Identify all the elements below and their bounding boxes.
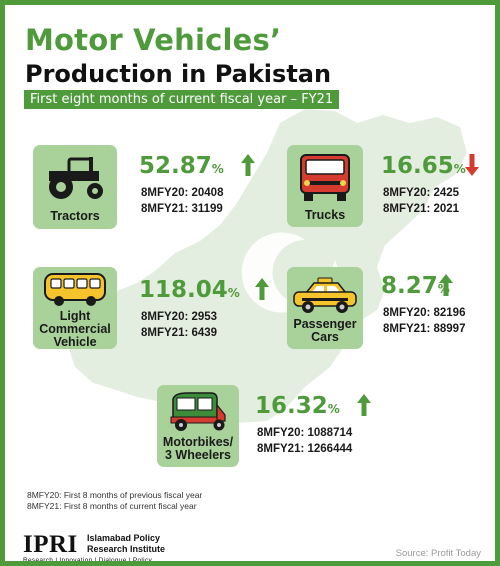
source-credit: Source: Profit Today	[395, 548, 481, 559]
lcv-fy20: 8MFY20: 2953	[141, 311, 218, 323]
tractors-fy21: 8MFY21: 31199	[141, 203, 223, 215]
trucks-percent-sign: %	[453, 162, 466, 176]
cars-label-line-1: Passenger	[293, 317, 357, 331]
arrow-up-icon	[439, 274, 453, 296]
tractors-card: Tractors	[33, 145, 117, 229]
ipri-logo: IPRI	[23, 531, 78, 558]
cars-label-line-2: Cars	[311, 330, 339, 344]
bikes-card: Motorbikes/ 3 Wheelers	[157, 385, 239, 467]
bikes-fy20: 8MFY20: 1088714	[257, 427, 353, 439]
truck-icon	[300, 154, 350, 201]
bikes-percent: 16.32%	[255, 393, 340, 419]
subtitle-banner: First eight months of current fiscal yea…	[24, 90, 340, 109]
tractor-icon	[49, 157, 103, 199]
tractors-fy20: 8MFY20: 20408	[141, 187, 224, 199]
bikes-percent-value: 16.32	[255, 393, 328, 419]
title-line-2: Production in Pakistan	[25, 60, 332, 88]
trucks-label: Trucks	[304, 208, 346, 222]
rickshaw-icon	[170, 392, 226, 431]
lcv-card: Light Commercial Vehicle	[33, 267, 117, 349]
lcv-percent-value: 118.04	[139, 277, 228, 303]
arrow-up-icon	[357, 394, 371, 416]
trucks-fy21: 8MFY21: 2021	[383, 203, 460, 215]
trucks-percent: 16.65%	[381, 153, 466, 179]
bikes-percent-sign: %	[327, 402, 340, 416]
lcv-percent: 118.04%	[139, 277, 240, 303]
arrow-up-icon	[255, 278, 269, 300]
arrow-up-icon	[241, 154, 255, 176]
title-line-1: Motor Vehicles’	[25, 23, 282, 57]
bikes-label-line-2: 3 Wheelers	[164, 448, 231, 462]
tractors-percent-sign: %	[211, 162, 224, 176]
tractors-label: Tractors	[50, 209, 100, 223]
lcv-percent-sign: %	[227, 286, 240, 300]
cars-percent-value: 8.27	[381, 273, 438, 299]
logo-tagline: Research | Innovation | Dialogue | Polic…	[23, 557, 153, 564]
trucks-percent-value: 16.65	[381, 153, 454, 179]
trucks-fy20: 8MFY20: 2425	[383, 187, 460, 199]
logo-name-line-1: Islamabad Policy	[87, 533, 161, 543]
footnote-current-year: 8MFY21: First 8 months of current fiscal…	[27, 501, 197, 511]
trucks-card: Trucks	[287, 145, 363, 227]
taxi-icon	[293, 277, 357, 313]
tractors-percent: 52.87%	[139, 153, 224, 179]
logo-name-line-2: Research Institute	[87, 544, 166, 554]
lcv-fy21: 8MFY21: 6439	[141, 327, 218, 339]
cars-card: Passenger Cars	[287, 267, 363, 349]
cars-fy21: 8MFY21: 88997	[383, 323, 466, 335]
bus-icon	[44, 273, 106, 306]
cars-fy20: 8MFY20: 82196	[383, 307, 466, 319]
lcv-label-line-1: Light	[59, 309, 91, 323]
bikes-fy21: 8MFY21: 1266444	[257, 443, 353, 455]
lcv-label-line-3: Vehicle	[53, 335, 97, 349]
bikes-label-line-1: Motorbikes/	[162, 435, 234, 449]
arrow-down-icon	[465, 154, 479, 176]
lcv-label-line-2: Commercial	[39, 322, 111, 336]
tractors-percent-value: 52.87	[139, 153, 212, 179]
footnote-previous-year: 8MFY20: First 8 months of previous fisca…	[27, 490, 203, 500]
